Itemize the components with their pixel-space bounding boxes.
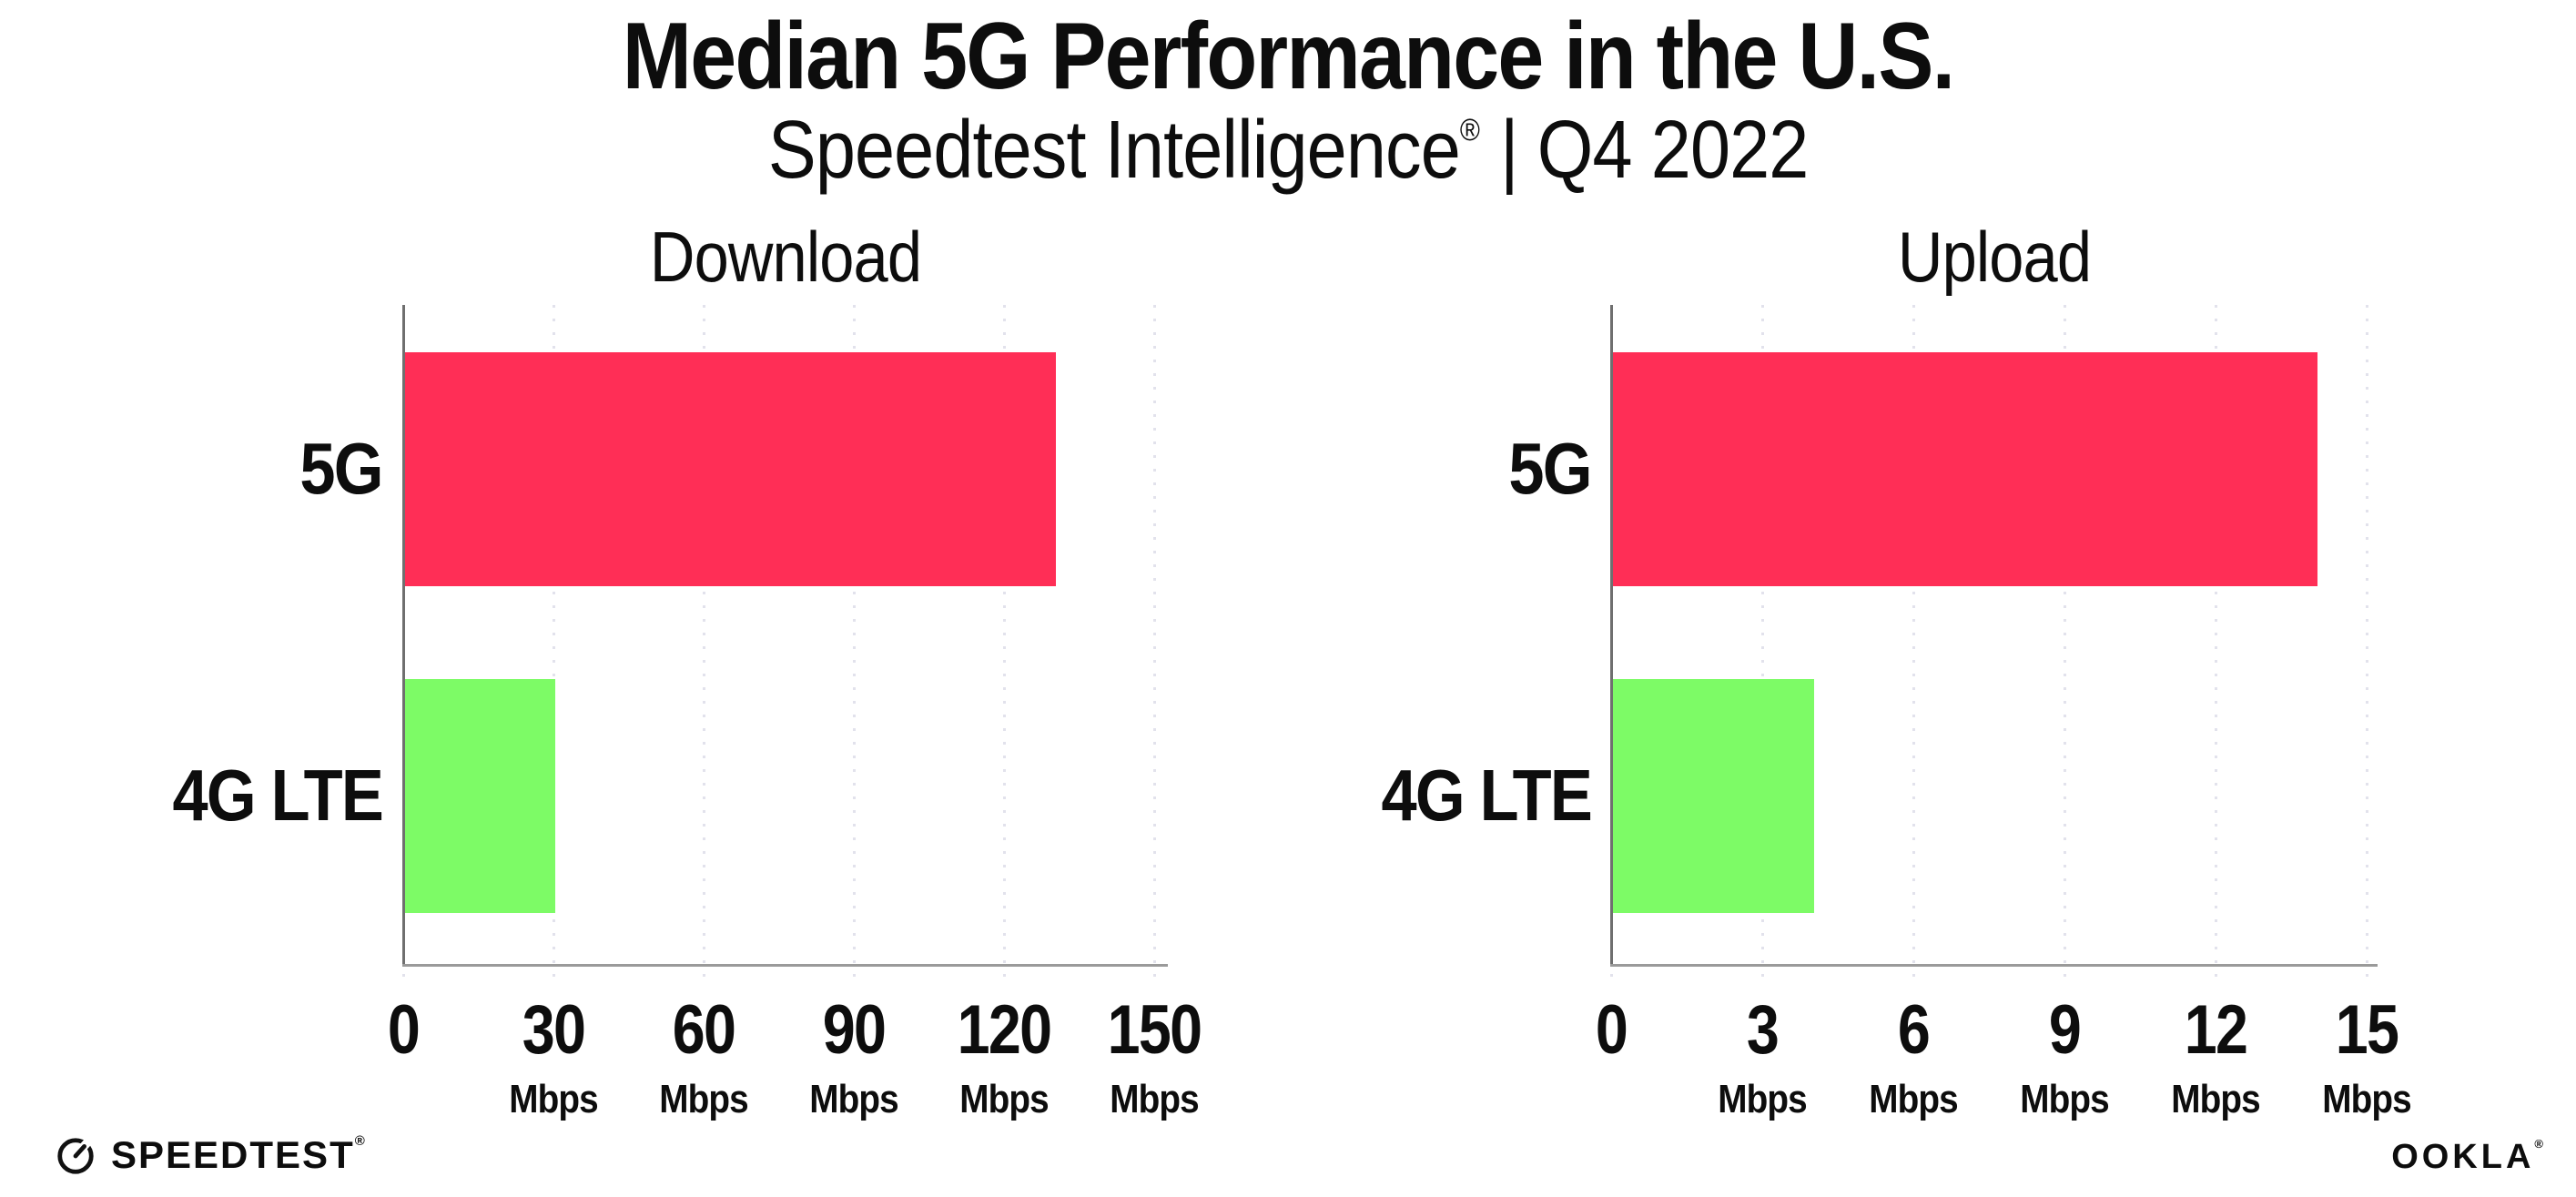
bar-4g-lte xyxy=(404,678,555,913)
gridline-0 xyxy=(1609,305,1613,981)
gridline-6 xyxy=(1912,305,1915,981)
x-axis-line xyxy=(1609,963,2378,967)
x-tick-unit-15: Mbps xyxy=(2322,1077,2411,1121)
subtitle-brand: Speedtest Intelligence xyxy=(767,105,1461,196)
y-axis-spine xyxy=(1609,305,1613,965)
header: Median 5G Performance in the U.S. Speedt… xyxy=(0,0,2576,191)
x-tick-unit-12: Mbps xyxy=(2171,1077,2260,1121)
speedtest-logo: SPEEDTEST® xyxy=(55,1134,367,1176)
x-tick-label-0: 0 xyxy=(387,991,421,1069)
x-tick-label-3: 3 xyxy=(1746,991,1780,1069)
category-label-4g-lte: 4G LTE xyxy=(1381,755,1592,836)
x-tick-label-0: 0 xyxy=(1595,991,1628,1069)
gridline-60 xyxy=(702,305,705,981)
x-tick-label-15: 15 xyxy=(2335,991,2399,1069)
speedtest-wordmark: SPEEDTEST xyxy=(111,1133,355,1176)
gridline-90 xyxy=(852,305,856,981)
x-tick-label-90: 90 xyxy=(822,991,887,1069)
y-axis-spine xyxy=(401,305,405,965)
page-subtitle: Speedtest Intelligence® | Q4 2022 xyxy=(0,109,2576,191)
x-tick-unit-120: Mbps xyxy=(959,1077,1049,1121)
x-tick-unit-9: Mbps xyxy=(2020,1077,2109,1121)
ookla-wordmark: OOKLA xyxy=(2391,1138,2535,1176)
x-tick-label-30: 30 xyxy=(522,991,586,1069)
chart-title-upload: Upload xyxy=(1897,217,2092,297)
gridline-12 xyxy=(2214,305,2217,981)
x-tick-unit-150: Mbps xyxy=(1110,1077,1199,1121)
category-label-4g-lte: 4G LTE xyxy=(172,755,383,836)
x-tick-unit-3: Mbps xyxy=(1718,1077,1807,1121)
page-title: Median 5G Performance in the U.S. xyxy=(622,4,1955,109)
subtitle-period: | Q4 2022 xyxy=(1499,105,1809,196)
chart-title-download: Download xyxy=(649,217,922,297)
speedtest-gauge-icon xyxy=(55,1134,96,1176)
x-tick-label-150: 150 xyxy=(1107,991,1202,1069)
x-tick-unit-60: Mbps xyxy=(659,1077,748,1121)
gridline-15 xyxy=(2365,305,2368,981)
category-label-5g: 5G xyxy=(299,428,384,509)
registered-trademark-icon: ® xyxy=(1459,113,1480,147)
bar-5g xyxy=(404,351,1056,586)
ookla-logo: OOKLA® xyxy=(2391,1137,2547,1176)
x-axis-line xyxy=(401,963,1168,967)
x-tick-label-60: 60 xyxy=(672,991,736,1069)
bar-4g-lte xyxy=(1612,678,1814,913)
gridline-30 xyxy=(552,305,555,981)
gridline-120 xyxy=(1002,305,1006,981)
x-tick-label-6: 6 xyxy=(1897,991,1931,1069)
ookla-trademark: ® xyxy=(2534,1137,2547,1151)
x-tick-label-12: 12 xyxy=(2184,991,2248,1069)
x-tick-unit-90: Mbps xyxy=(809,1077,898,1121)
gridline-3 xyxy=(1760,305,1764,981)
x-tick-unit-6: Mbps xyxy=(1869,1077,1958,1121)
gridline-150 xyxy=(1152,305,1156,981)
x-tick-label-120: 120 xyxy=(957,991,1052,1069)
bar-5g xyxy=(1612,351,2318,586)
x-tick-unit-30: Mbps xyxy=(509,1077,598,1121)
x-tick-label-9: 9 xyxy=(2048,991,2082,1069)
gridline-0 xyxy=(401,305,405,981)
speedtest-trademark: ® xyxy=(354,1133,367,1149)
category-label-5g: 5G xyxy=(1508,428,1593,509)
gridline-9 xyxy=(2063,305,2066,981)
